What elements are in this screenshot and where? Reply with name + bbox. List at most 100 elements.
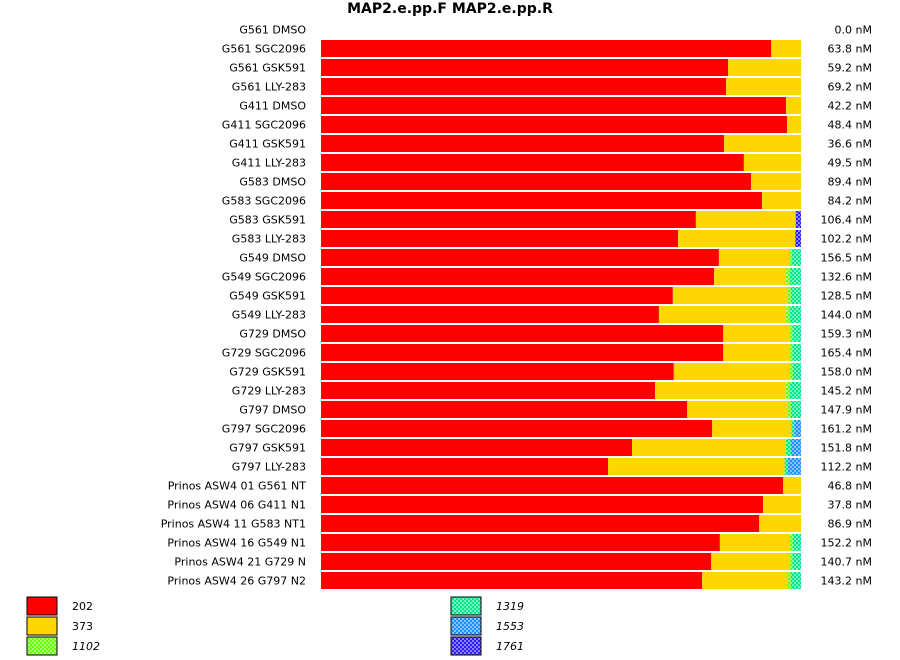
- bar-segment-202: [321, 363, 674, 380]
- concentration-label: 143.2 nM: [821, 575, 872, 588]
- bar-row: G797 LLY-283 112.2 nM: [232, 458, 872, 475]
- bar-row: G561 SGC2096 63.8 nM: [222, 40, 872, 57]
- bar-segment-202: [321, 97, 787, 114]
- bar-rows: G561 DMSO 0.0 nM G561 SGC2096 63.8 nM G561 G…: [161, 24, 872, 589]
- bar-segment-373: [695, 211, 796, 228]
- row-label: G561 GSK591: [229, 62, 306, 75]
- bar-row: G549 DMSO 156.5 nM: [239, 249, 872, 266]
- bar-row: G561 LLY-283 69.2 nM: [232, 78, 872, 95]
- concentration-label: 161.2 nM: [821, 423, 872, 436]
- bar-row: Prinos ASW4 11 G583 NT1 86.9 nM: [161, 515, 872, 532]
- bar-segment-202: [321, 325, 724, 342]
- row-label: G583 DMSO: [239, 176, 306, 189]
- bar-row: G729 DMSO 159.3 nM: [239, 325, 872, 342]
- concentration-label: 144.0 nM: [821, 309, 872, 322]
- bar-row: G411 DMSO 42.2 nM: [239, 97, 872, 114]
- bar-segment-373: [673, 363, 790, 380]
- row-label: G583 SGC2096: [222, 195, 306, 208]
- concentration-label: 89.4 nM: [828, 176, 872, 189]
- bar-segment-202: [321, 344, 724, 361]
- bar-segment-202: [321, 173, 752, 190]
- bar-segment-202: [321, 420, 713, 437]
- bar-segment-1102: [786, 306, 790, 323]
- bar-segment-202: [321, 78, 727, 95]
- bar-segment-1319: [789, 382, 801, 399]
- bar-segment-373: [658, 306, 787, 323]
- concentration-label: 145.2 nM: [821, 385, 872, 398]
- bar-segment-1553: [790, 439, 801, 456]
- bar-segment-1319: [792, 553, 801, 570]
- bar-segment-1102: [789, 363, 793, 380]
- concentration-label: 147.9 nM: [821, 404, 872, 417]
- bar-segment-1761: [795, 211, 801, 228]
- concentration-label: 0.0 nM: [835, 24, 872, 37]
- row-label: G729 GSK591: [229, 366, 306, 379]
- bar-segment-202: [321, 230, 679, 247]
- legend: 202 373 1102 1319 1553 1761: [26, 596, 524, 656]
- bar-row: G549 LLY-283 144.0 nM: [232, 306, 872, 323]
- bar-segment-1319: [792, 534, 801, 551]
- bar-segment-373: [714, 268, 787, 285]
- bar-segment-1102: [787, 572, 791, 589]
- bar-segment-1102: [787, 287, 791, 304]
- bar-segment-373: [763, 496, 801, 513]
- concentration-label: 86.9 nM: [828, 518, 872, 531]
- bar-segment-373: [724, 135, 801, 152]
- concentration-label: 132.6 nM: [821, 271, 872, 284]
- bar-segment-1102: [789, 344, 793, 361]
- legend-label: 1319: [496, 600, 524, 613]
- row-label: G411 DMSO: [239, 100, 306, 113]
- row-label: Prinos ASW4 26 G797 N2: [167, 575, 306, 588]
- legend-swatch: [26, 636, 58, 656]
- bar-row: G729 GSK591 158.0 nM: [229, 363, 872, 380]
- bar-row: G797 DMSO 147.9 nM: [239, 401, 872, 418]
- concentration-label: 159.3 nM: [821, 328, 872, 341]
- concentration-label: 128.5 nM: [821, 290, 872, 303]
- bar-segment-202: [321, 496, 764, 513]
- bar-segment-202: [321, 135, 725, 152]
- bar-row: G549 SGC2096 132.6 nM: [222, 268, 872, 285]
- bar-segment-1102: [789, 553, 793, 570]
- bar-segment-1319: [786, 439, 791, 456]
- bar-segment-1319: [791, 420, 795, 437]
- bar-segment-373: [728, 59, 801, 76]
- bar-segment-1319: [792, 344, 801, 361]
- bar-segment-1102: [789, 249, 792, 266]
- row-label: G583 LLY-283: [232, 233, 306, 246]
- bar-segment-202: [321, 382, 656, 399]
- bar-segment-373: [787, 116, 801, 133]
- bar-row: G729 SGC2096 165.4 nM: [222, 344, 872, 361]
- bar-row: G583 DMSO 89.4 nM: [239, 173, 872, 190]
- bar-segment-202: [321, 154, 744, 171]
- legend-label: 1761: [496, 640, 524, 653]
- concentration-label: 59.2 nM: [828, 62, 872, 75]
- bar-segment-373: [712, 420, 792, 437]
- concentration-label: 165.4 nM: [821, 347, 872, 360]
- concentration-label: 152.2 nM: [821, 537, 872, 550]
- concentration-label: 69.2 nM: [828, 81, 872, 94]
- bar-segment-1102: [789, 325, 793, 342]
- bar-row: G561 DMSO 0.0 nM: [239, 24, 872, 37]
- row-label: G549 GSK591: [229, 290, 306, 303]
- concentration-label: 36.6 nM: [828, 138, 872, 151]
- bar-row: Prinos ASW4 01 G561 NT 46.8 nM: [168, 477, 872, 494]
- legend-item-1761: 1761: [450, 636, 524, 656]
- bar-row: Prinos ASW4 26 G797 N2 143.2 nM: [167, 572, 872, 589]
- bar-segment-373: [711, 553, 790, 570]
- bar-segment-373: [632, 439, 787, 456]
- bar-row: G583 LLY-283 102.2 nM: [232, 230, 872, 247]
- concentration-label: 63.8 nM: [828, 43, 872, 56]
- bar-segment-202: [321, 306, 659, 323]
- bar-segment-373: [608, 458, 785, 475]
- concentration-label: 158.0 nM: [821, 366, 872, 379]
- concentration-label: 112.2 nM: [821, 461, 872, 474]
- row-label: G561 SGC2096: [222, 43, 306, 56]
- legend-swatch: [450, 596, 482, 616]
- bar-segment-1319: [784, 458, 788, 475]
- bar-row: Prinos ASW4 16 G549 N1 152.2 nM: [167, 534, 872, 551]
- bar-segment-373: [702, 572, 788, 589]
- bar-segment-202: [321, 40, 772, 57]
- bar-segment-373: [783, 477, 801, 494]
- bar-segment-202: [321, 553, 712, 570]
- legend-label: 1102: [72, 640, 100, 653]
